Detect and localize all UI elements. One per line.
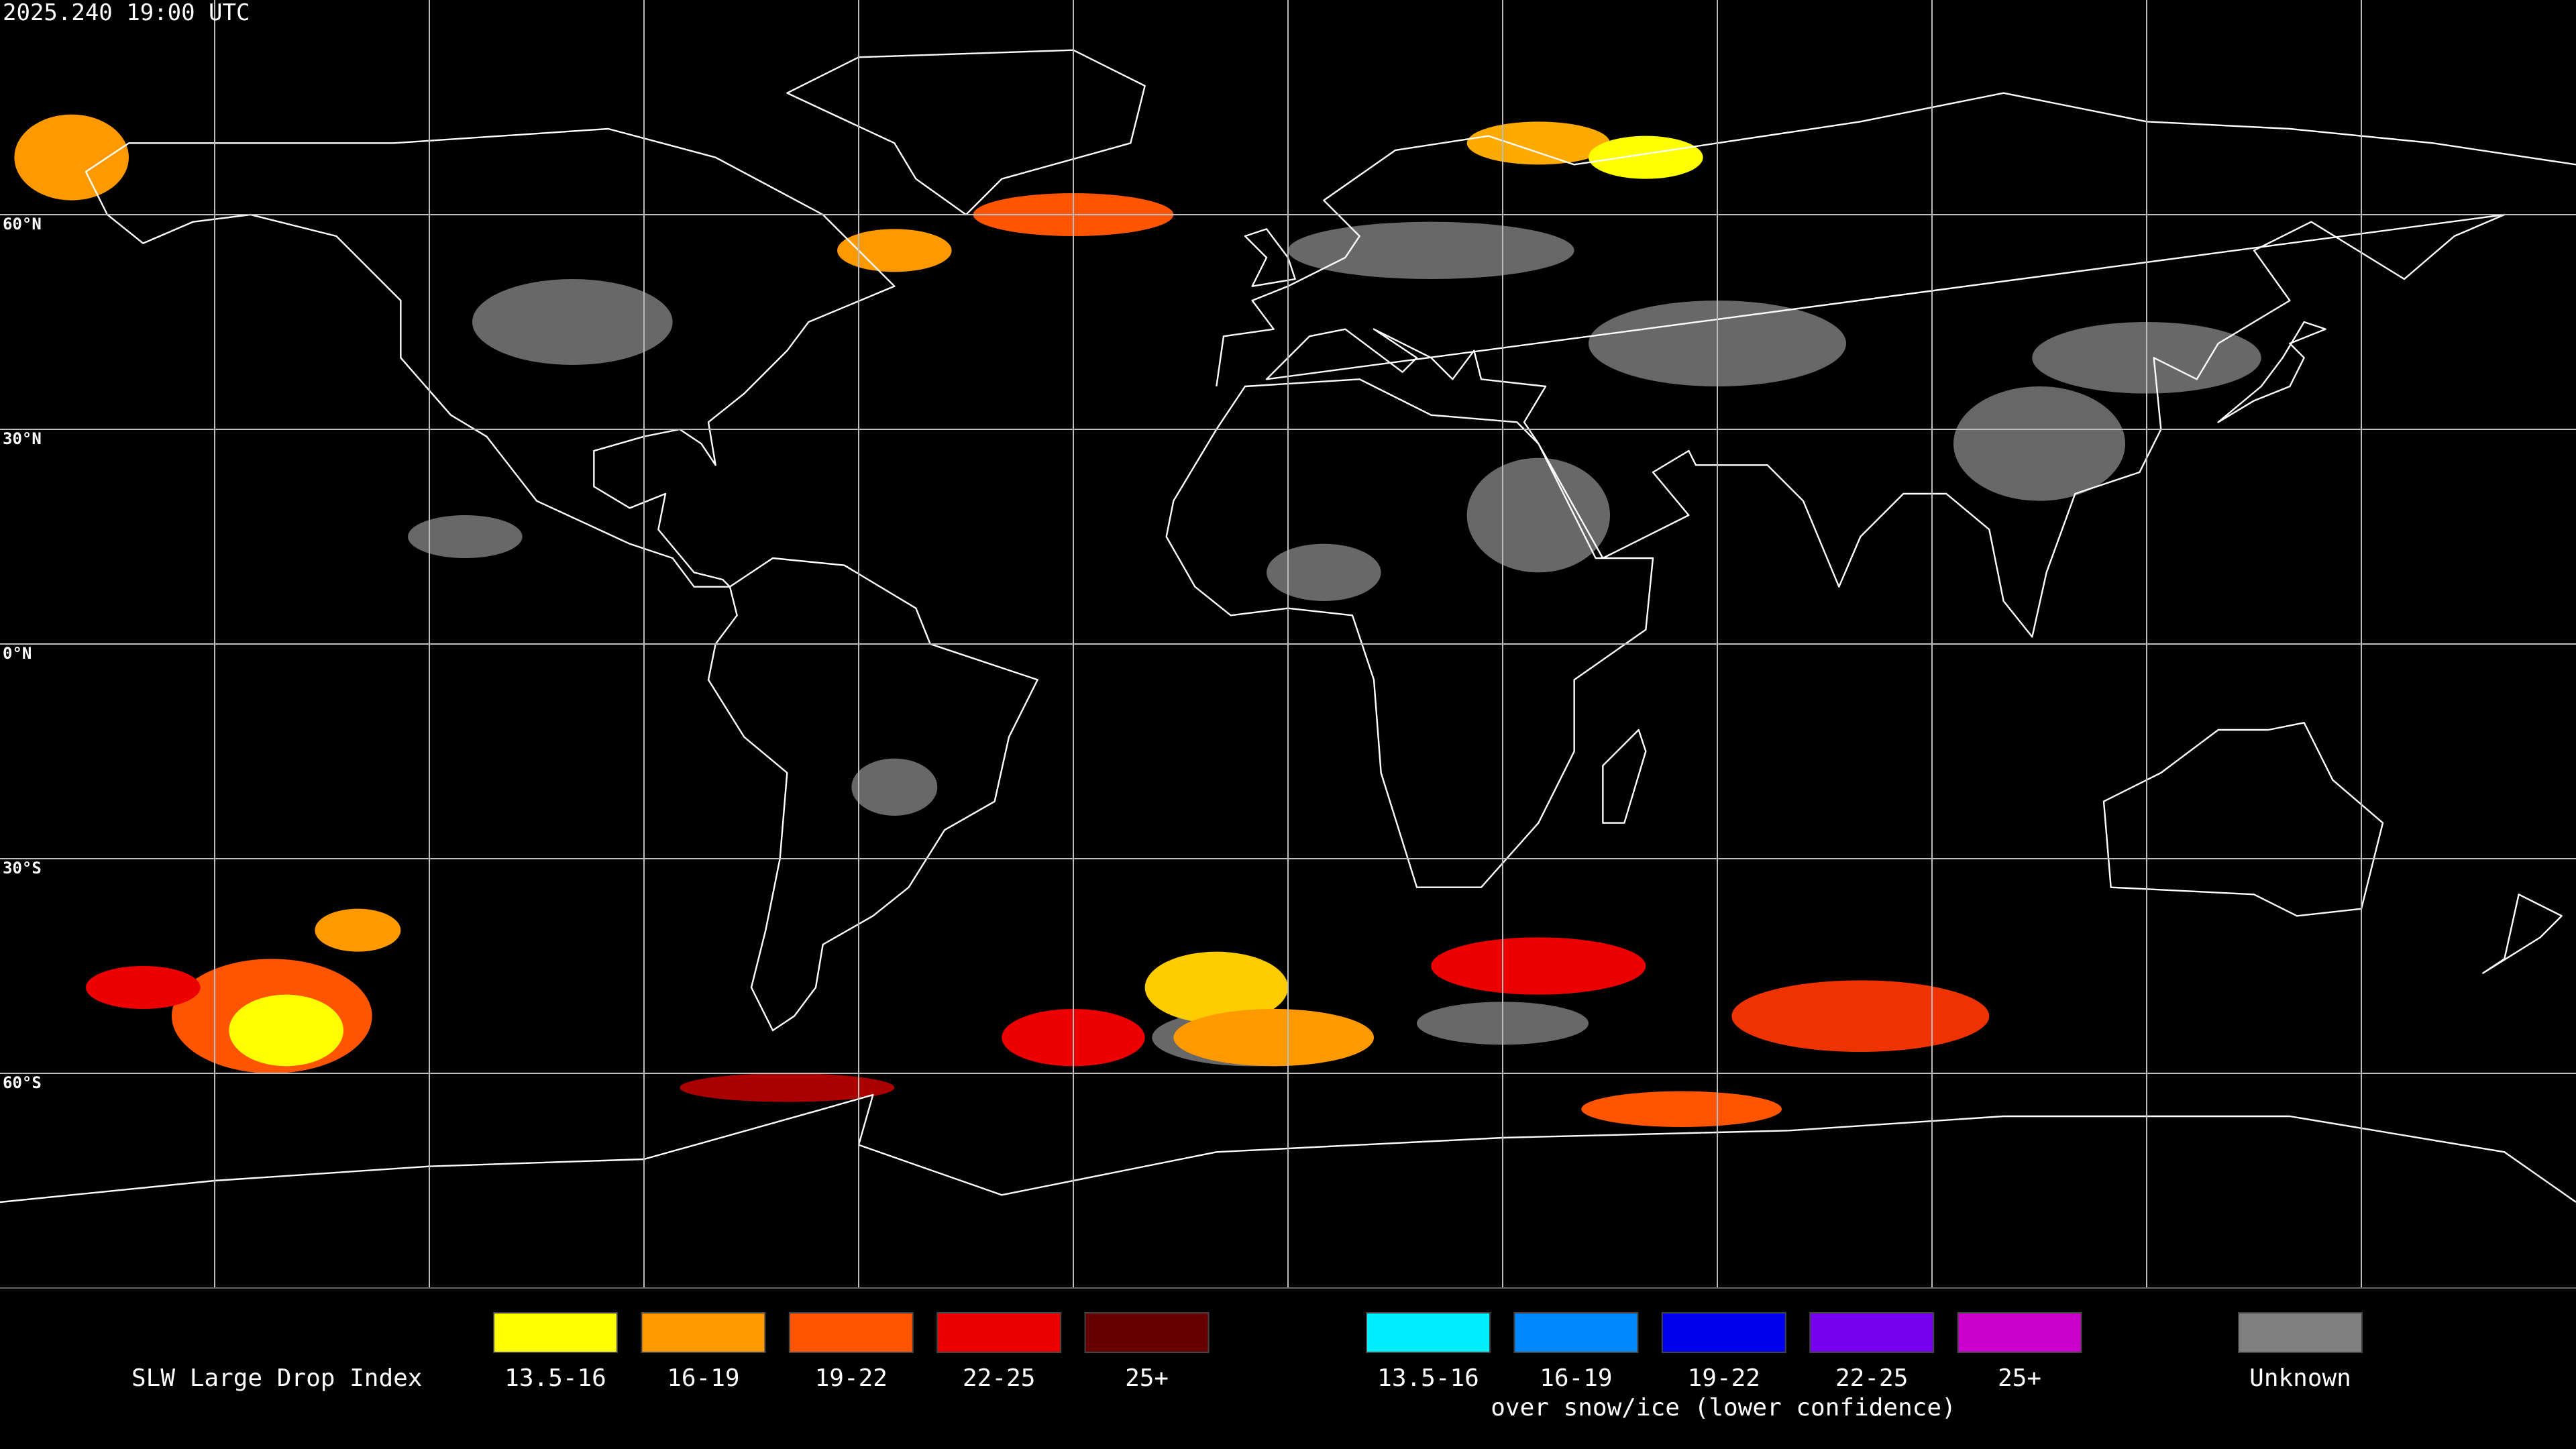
cloud-unknown [407, 221, 2261, 1067]
eurasia [1216, 93, 2576, 637]
antarctica [0, 1095, 2576, 1202]
legend-label: 19-22 [815, 1364, 888, 1392]
legend-label: 25+ [1125, 1364, 1169, 1392]
south-america [708, 558, 1038, 1030]
map [0, 50, 2576, 1202]
cloud-large-drop [14, 114, 1990, 1128]
japan [2218, 322, 2326, 422]
legend-label: 22-25 [1835, 1364, 1908, 1392]
legend-swatch [1661, 1312, 1786, 1353]
legend-label: 19-22 [1688, 1364, 1760, 1392]
latitude-label: 0°N [3, 644, 32, 663]
legend-swatch [788, 1312, 914, 1353]
graticule [0, 0, 2576, 1288]
legend-label: 25+ [1998, 1364, 2041, 1392]
legend-label: 16-19 [667, 1364, 739, 1392]
latitude-label: 30°N [3, 429, 42, 448]
coastlines [0, 50, 2576, 1202]
legend: SLW Large Drop Index over snow/ice (lowe… [131, 1312, 2363, 1421]
legend-label: 16-19 [1540, 1364, 1612, 1392]
latitude-label: 60°N [3, 215, 42, 233]
legend-note: over snow/ice (lower confidence) [1491, 1394, 1956, 1421]
greenland [787, 50, 1144, 215]
legend-label: 13.5-16 [1377, 1364, 1479, 1392]
africa [1167, 379, 1653, 887]
legend-swatch [1084, 1312, 1210, 1353]
legend-swatch [1809, 1312, 1935, 1353]
timestamp: 2025.240 19:00 UTC [3, 0, 250, 26]
legend-label: 22-25 [963, 1364, 1035, 1392]
legend-swatch [1513, 1312, 1639, 1353]
meridians [214, 0, 2362, 1288]
legend-swatch [1957, 1312, 2082, 1353]
legend-swatch [1366, 1312, 1491, 1353]
uk [1245, 229, 1295, 286]
legend-swatch [493, 1312, 618, 1353]
australia [2104, 722, 2383, 916]
latitude-label: 30°S [3, 859, 42, 877]
madagascar [1603, 730, 1646, 823]
legend-label: Unknown [2249, 1364, 2351, 1392]
legend-label: 13.5-16 [504, 1364, 606, 1392]
latitude-label: 60°S [3, 1073, 42, 1092]
legend-swatch [2238, 1312, 2363, 1353]
legend-title: SLW Large Drop Index [131, 1364, 422, 1392]
north-america [86, 129, 894, 587]
legend-swatch [936, 1312, 1062, 1353]
new-zealand [2483, 894, 2561, 973]
legend-swatch [641, 1312, 766, 1353]
